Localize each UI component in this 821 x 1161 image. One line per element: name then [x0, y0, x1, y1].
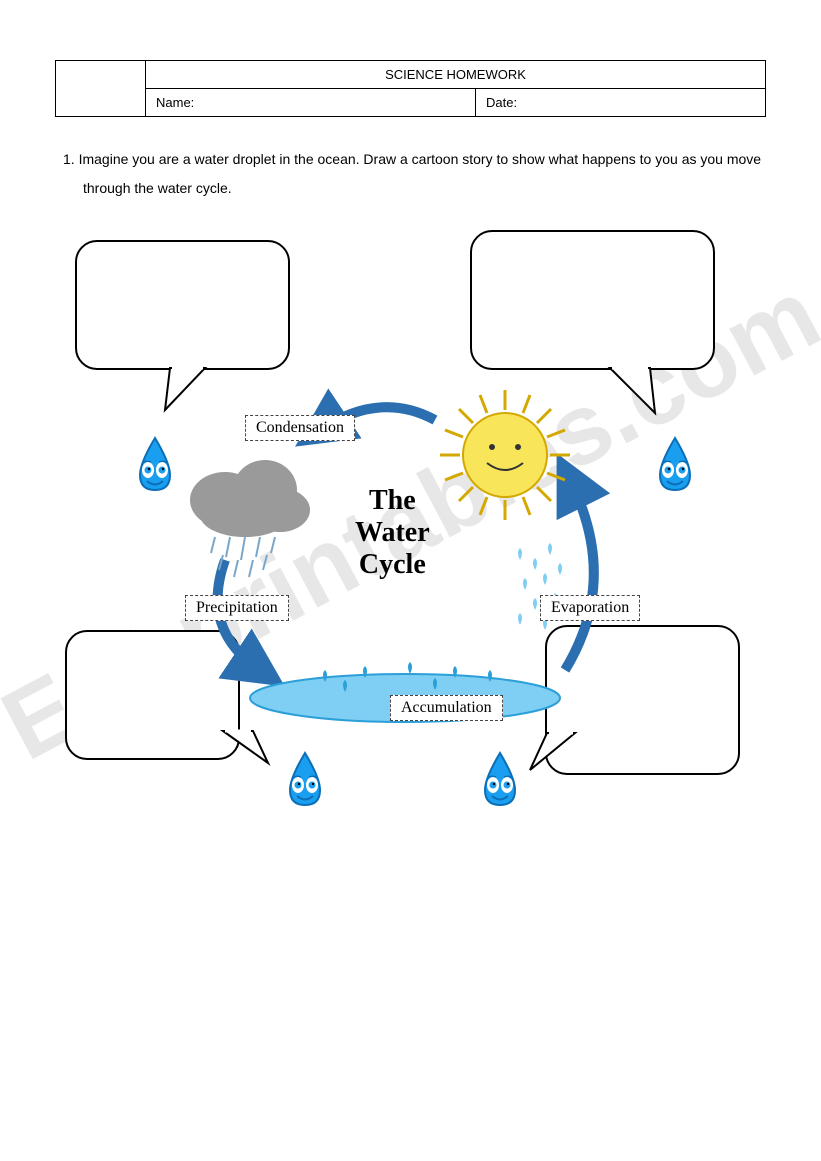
header-table: SCIENCE HOMEWORK Name: Date: [55, 60, 766, 117]
label-accumulation: Accumulation [390, 695, 503, 721]
cloud-rain-icon [175, 445, 325, 605]
question-1: 1. Imagine you are a water droplet in th… [55, 145, 766, 204]
header-title: SCIENCE HOMEWORK [146, 61, 766, 89]
water-cycle-diagram: The Water Cycle Condensation Precipitati… [0, 250, 821, 870]
date-field[interactable]: Date: [476, 89, 766, 117]
sun-icon [430, 380, 580, 530]
name-field[interactable]: Name: [146, 89, 476, 117]
label-precipitation: Precipitation [185, 595, 289, 621]
label-evaporation: Evaporation [540, 595, 640, 621]
question-number: 1. [63, 151, 75, 167]
question-text: Imagine you are a water droplet in the o… [79, 151, 762, 196]
droplet-character-bl [280, 750, 330, 810]
droplet-character-tl [130, 435, 180, 495]
droplet-character-tr [650, 435, 700, 495]
label-condensation: Condensation [245, 415, 355, 441]
diagram-title: The Water Cycle [355, 485, 430, 582]
header-left-cell [56, 61, 146, 117]
droplet-character-br [475, 750, 525, 810]
